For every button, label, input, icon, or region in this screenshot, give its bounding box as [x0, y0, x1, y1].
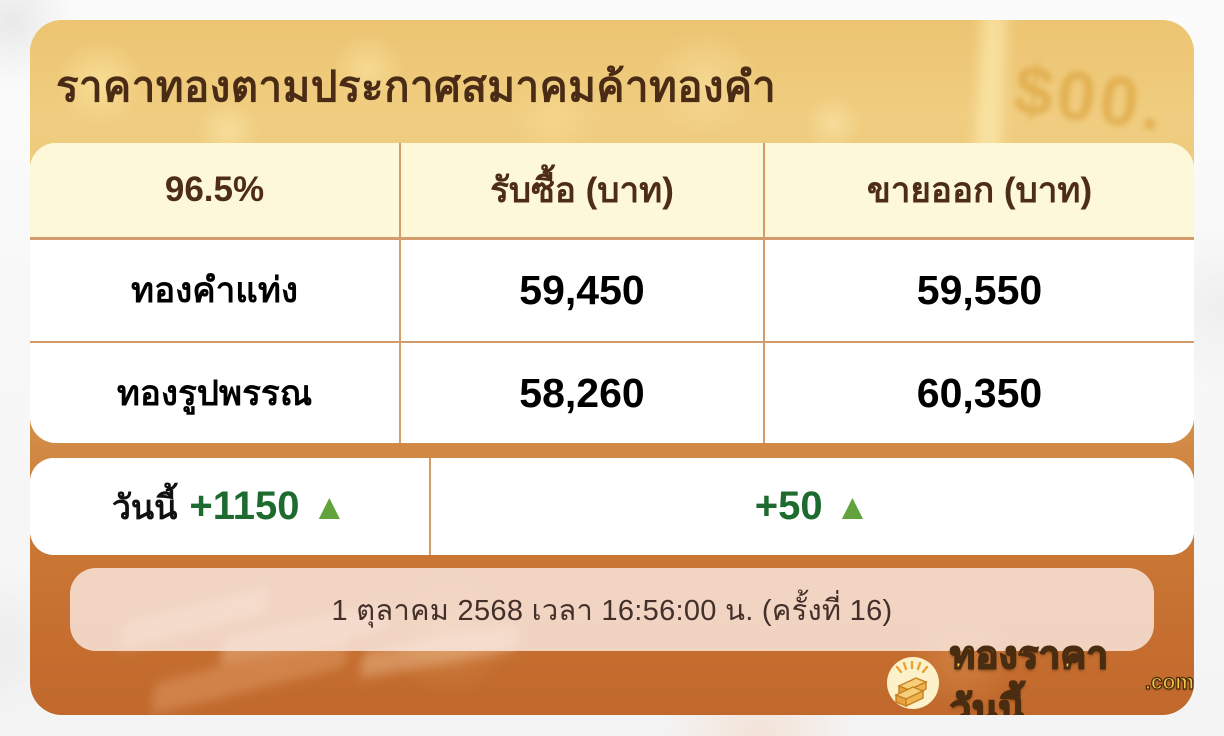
bar-change-cell: วันนี้ +1150 ▲ — [30, 458, 431, 555]
ornament-buy-price: 58,260 — [401, 343, 765, 443]
daily-change-row: วันนี้ +1150 ▲ +50 ▲ — [30, 458, 1194, 555]
ornament-sell-price: 60,350 — [765, 343, 1194, 443]
gold-bar-buy-price: 59,450 — [401, 240, 765, 343]
blurred-sign-text: $00. — [1009, 49, 1171, 146]
logo-domain-suffix: .com — [1144, 670, 1194, 694]
site-logo: ทองราคาวันนี้ .com — [886, 634, 1194, 715]
gold-bar-badge-icon — [887, 657, 939, 709]
today-label: วันนี้ — [111, 488, 178, 527]
ornament-change-value: +50 — [754, 484, 823, 528]
row-label-ornament: ทองรูปพรรณ — [30, 343, 401, 443]
column-header-buy: รับซื้อ (บาท) — [401, 143, 765, 240]
bar-change-value: +1150 — [189, 484, 300, 528]
up-arrow-icon: ▲ — [311, 485, 348, 527]
gold-price-card: $00. 0000 ราคาทองตามประกาศสมาคมค้าทองคำ … — [30, 20, 1194, 715]
row-label-gold-bar: ทองคำแท่ง — [30, 240, 401, 343]
column-header-purity: 96.5% — [30, 143, 401, 240]
announcement-date-bar: 1 ตุลาคม 2568 เวลา 16:56:00 น. (ครั้งที่… — [70, 568, 1154, 651]
page-title: ราคาทองตามประกาศสมาคมค้าทองคำ — [56, 63, 777, 110]
announcement-datetime: 1 ตุลาคม 2568 เวลา 16:56:00 น. (ครั้งที่… — [331, 594, 893, 627]
gold-price-table: 96.5% รับซื้อ (บาท) ขายออก (บาท) ทองคำแท… — [30, 143, 1194, 443]
logo-wordmark: ทองราคาวันนี้ — [949, 634, 1109, 715]
ornament-change-cell: +50 ▲ — [431, 458, 1194, 555]
gold-bar-sell-price: 59,550 — [765, 240, 1194, 343]
column-header-sell: ขายออก (บาท) — [765, 143, 1194, 240]
up-arrow-icon: ▲ — [834, 485, 871, 527]
